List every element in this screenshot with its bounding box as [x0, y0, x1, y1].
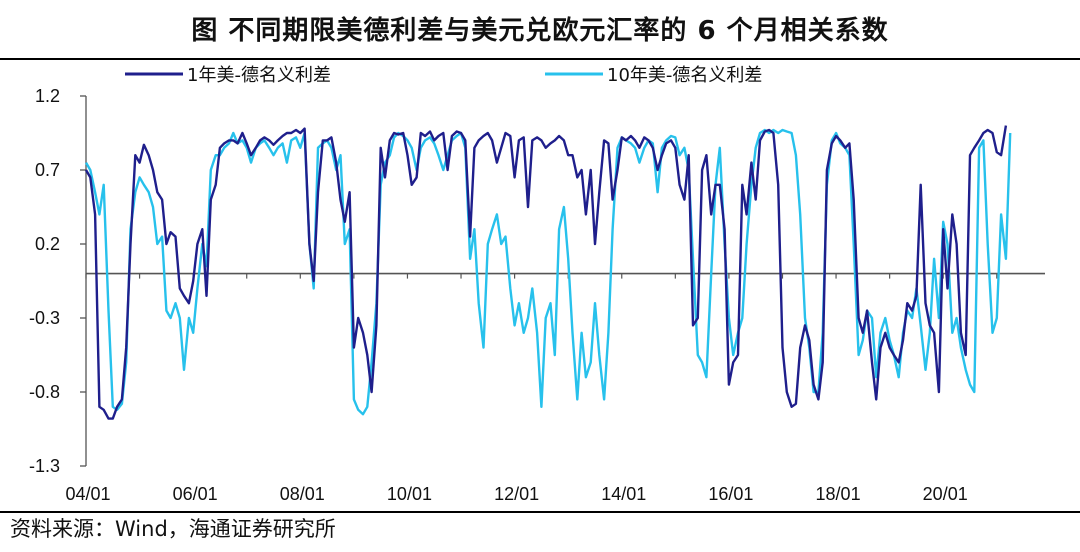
source-note: 资料来源：Wind，海通证券研究所 [10, 517, 336, 541]
x-tick-label: 18/01 [816, 484, 861, 504]
y-tick-label: 0.7 [35, 160, 60, 180]
x-tick-label: 04/01 [65, 484, 110, 504]
series-line-2 [84, 128, 1012, 416]
x-tick-label: 06/01 [173, 484, 218, 504]
source-rule [0, 511, 1080, 513]
x-tick-label: 10/01 [387, 484, 432, 504]
y-tick-label: -1.3 [29, 456, 60, 476]
title-rule [0, 58, 1080, 60]
legend: 1年美-德名义利差 10年美-德名义利差 [125, 65, 762, 86]
series-line-1 [84, 125, 1008, 420]
chart-title: 图 不同期限美德利差与美元兑欧元汇率的 6 个月相关系数 [191, 16, 889, 46]
x-tick-label: 16/01 [708, 484, 753, 504]
y-tick-label: -0.8 [29, 382, 60, 402]
x-tick-label: 12/01 [494, 484, 539, 504]
x-tick-label: 08/01 [280, 484, 325, 504]
plot-area [84, 125, 1012, 420]
legend-label-1: 1年美-德名义利差 [187, 65, 331, 86]
y-tick-label: 0.2 [35, 234, 60, 254]
y-tick-label: -0.3 [29, 308, 60, 328]
y-tick-label: 1.2 [35, 86, 60, 106]
x-tick-label: 20/01 [923, 484, 968, 504]
legend-label-2: 10年美-德名义利差 [607, 65, 762, 86]
y-axis: 1.2 0.7 0.2 -0.3 -0.8 -1.3 [29, 86, 87, 476]
x-tick-label: 14/01 [601, 484, 646, 504]
